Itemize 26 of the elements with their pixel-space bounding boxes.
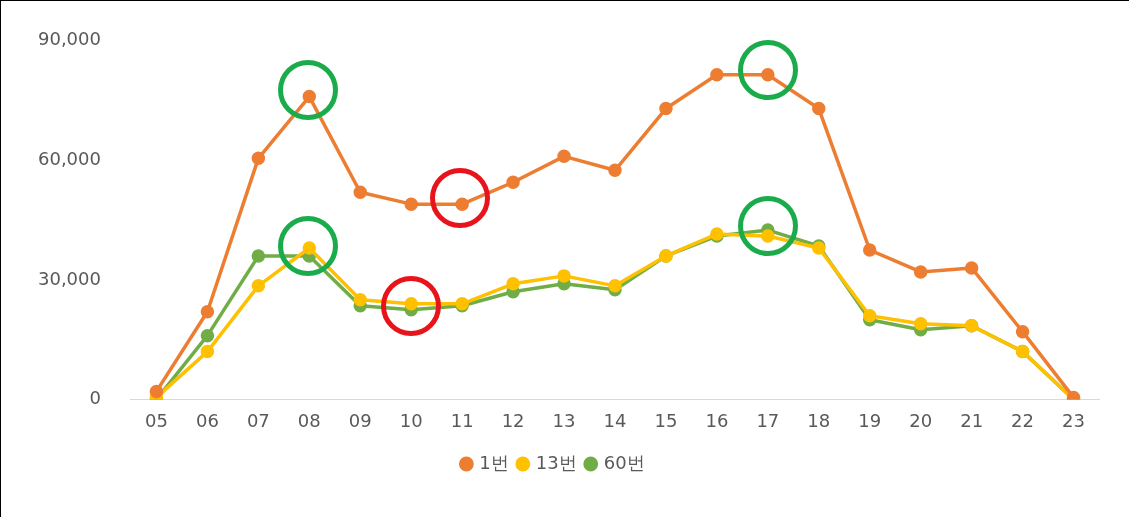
x-tick-label: 16 <box>705 409 729 431</box>
x-tick-label: 17 <box>756 409 780 431</box>
x-tick-label: 15 <box>654 409 678 431</box>
x-tick-label: 21 <box>960 409 984 431</box>
x-tick-label: 06 <box>195 409 219 431</box>
y-tick-label: 60,000 <box>38 148 101 170</box>
legend-label: 1번 <box>479 451 509 473</box>
x-tick-label: 14 <box>603 409 627 431</box>
x-tick-label: 09 <box>348 409 372 431</box>
x-tick-label: 13 <box>552 409 576 431</box>
legend-label: 13번 <box>535 451 577 473</box>
x-tick-label: 07 <box>246 409 270 431</box>
x-tick-label: 20 <box>909 409 933 431</box>
x-tick-label: 05 <box>145 409 168 431</box>
x-tick-label: 08 <box>297 409 321 431</box>
x-tick-label: 10 <box>399 409 423 431</box>
y-tick-label: 30,000 <box>38 267 101 289</box>
x-tick-label: 19 <box>858 409 882 431</box>
x-tick-label: 11 <box>450 409 474 431</box>
x-tick-label: 22 <box>1011 409 1035 431</box>
x-tick-label: 23 <box>1062 409 1085 431</box>
y-tick-label: 0 <box>89 387 101 409</box>
legend-label: 60번 <box>603 451 645 473</box>
x-tick-label: 18 <box>807 409 831 431</box>
y-tick-label: 90,000 <box>38 28 101 50</box>
x-tick-label: 12 <box>501 409 525 431</box>
